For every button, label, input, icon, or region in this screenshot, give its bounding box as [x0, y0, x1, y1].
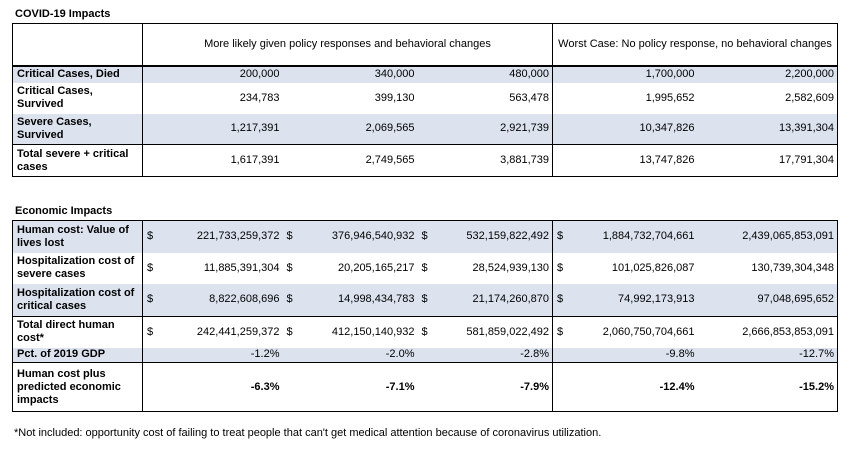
cell-value: 581,859,022,492 [433, 316, 553, 348]
cell-value: 2,582,609 [697, 82, 839, 114]
cell-value: 563,478 [509, 91, 550, 104]
cell-value: 2,666,853,853,091 [697, 316, 838, 348]
economic-section-title: Economic Impacts [15, 205, 113, 217]
table-row: Severe Cases, Survived 1,217,391 2,069,5… [12, 113, 839, 145]
table-row: Human cost: Value of lives lost $ 221,73… [12, 220, 838, 253]
cell-value: 242,441,259,372 [158, 316, 283, 348]
cell-value: 74,992,173,913 [568, 283, 698, 317]
cell-value: 480,000 [417, 65, 553, 83]
row-label: Total severe + critical cases [12, 144, 143, 177]
covid-header-row: More likely given policy responses and b… [12, 23, 839, 67]
table-row: Human cost plus predicted economic impac… [12, 362, 838, 412]
cell-value: -7.1% [282, 362, 418, 412]
cell-value: -1.2% [142, 347, 283, 363]
table-row: Pct. of 2019 GDP -1.2% -2.0% -2.8% -9.8%… [12, 347, 838, 363]
cell-value: 130,739,304,348 [697, 252, 838, 284]
economic-impacts-table: Human cost: Value of lives lost $ 221,73… [12, 220, 838, 412]
cell-value: 101,025,826,087 [611, 261, 695, 274]
currency-symbol: $ [552, 316, 569, 348]
cell-value: 21,174,260,870 [433, 283, 553, 317]
cell-value: 340,000 [282, 65, 418, 83]
cell-value: 20,205,165,217 [338, 261, 415, 274]
cell-value: 2,749,565 [282, 144, 418, 177]
cell-value: 17,791,304 [697, 144, 839, 177]
row-label: Human cost plus predicted economic impac… [12, 362, 143, 412]
cell-value: 10,347,826 [552, 113, 698, 145]
cell-value: 28,524,939,130 [472, 261, 549, 274]
cell-value: 11,885,391,304 [203, 261, 280, 274]
cell-value: 532,159,822,492 [433, 220, 553, 253]
cell-value: 1,995,652 [552, 82, 698, 114]
footnote: *Not included: opportunity cost of faili… [14, 427, 602, 439]
cell-value: 200,000 [142, 65, 283, 83]
cell-value: 1,884,732,704,661 [568, 220, 698, 253]
cell-value: -12.7% [697, 347, 838, 363]
table-row: Hospitalization cost of critical cases $… [12, 283, 838, 317]
currency-symbol: $ [142, 316, 159, 348]
table-row: Total severe + critical cases 1,617,391 … [12, 144, 839, 177]
cell-value: 376,946,540,932 [298, 220, 418, 253]
cell-value: 2,060,750,704,661 [568, 316, 698, 348]
row-label: Severe Cases, Survived [12, 113, 143, 145]
currency-symbol: $ [286, 261, 293, 274]
currency-symbol: $ [552, 283, 569, 317]
cell-value: 2,439,065,853,091 [697, 220, 838, 253]
header-empty-cell [12, 23, 143, 67]
cell-value: -6.3% [142, 362, 283, 412]
row-label: Pct. of 2019 GDP [12, 347, 143, 363]
cell-value: 399,130 [374, 91, 415, 104]
row-label: Critical Cases, Died [12, 65, 143, 83]
cell-value: -2.0% [282, 347, 418, 363]
currency-symbol: $ [552, 252, 569, 284]
cell-value: 221,733,259,372 [158, 220, 283, 253]
currency-symbol: $ [147, 261, 154, 274]
table-row: Total direct human cost* $ 242,441,259,3… [12, 316, 838, 348]
cell-value: -12.4% [552, 362, 698, 412]
header-likely: More likely given policy responses and b… [142, 23, 553, 67]
cell-value: 3,881,739 [417, 144, 553, 177]
cell-value: 1,700,000 [552, 65, 698, 83]
currency-symbol: $ [421, 261, 428, 274]
covid-section-title: COVID-19 Impacts [15, 8, 111, 20]
currency-symbol: $ [142, 283, 159, 317]
cell-value: 8,822,608,696 [158, 283, 283, 317]
cell-value: 2,921,739 [417, 113, 553, 145]
currency-symbol: $ [552, 220, 569, 253]
covid-impacts-table: More likely given policy responses and b… [12, 23, 839, 177]
cell-value: 234,783 [239, 91, 280, 104]
cell-value: 13,747,826 [552, 144, 698, 177]
cell-value: 14,998,434,783 [298, 283, 418, 317]
header-worst: Worst Case: No policy response, no behav… [552, 23, 839, 67]
cell-value: 13,391,304 [697, 113, 839, 145]
row-label: Human cost: Value of lives lost [12, 220, 143, 253]
cell-value: -2.8% [417, 347, 553, 363]
cell-value: 412,150,140,932 [298, 316, 418, 348]
currency-symbol: $ [282, 316, 299, 348]
currency-symbol: $ [282, 283, 299, 317]
cell-value: -9.8% [552, 347, 698, 363]
currency-symbol: $ [282, 220, 299, 253]
table-row: Hospitalization cost of severe cases $ 1… [12, 252, 838, 284]
currency-symbol: $ [417, 283, 434, 317]
cell-value: 1,217,391 [142, 113, 283, 145]
table-row: Critical Cases, Survived 234,783 399,130… [12, 82, 839, 114]
cell-value: 97,048,695,652 [697, 283, 838, 317]
cell-value: 2,200,000 [697, 65, 839, 83]
table-row: Critical Cases, Died 200,000 340,000 480… [12, 65, 839, 83]
cell-value: -15.2% [697, 362, 838, 412]
row-label: Hospitalization cost of critical cases [12, 283, 143, 317]
row-label: Critical Cases, Survived [12, 82, 143, 114]
currency-symbol: $ [417, 316, 434, 348]
currency-symbol: $ [417, 220, 434, 253]
cell-value: 1,617,391 [142, 144, 283, 177]
row-label: Total direct human cost* [12, 316, 143, 348]
cell-value: 2,069,565 [282, 113, 418, 145]
currency-symbol: $ [142, 220, 159, 253]
row-label: Hospitalization cost of severe cases [12, 252, 143, 284]
cell-value: -7.9% [417, 362, 553, 412]
